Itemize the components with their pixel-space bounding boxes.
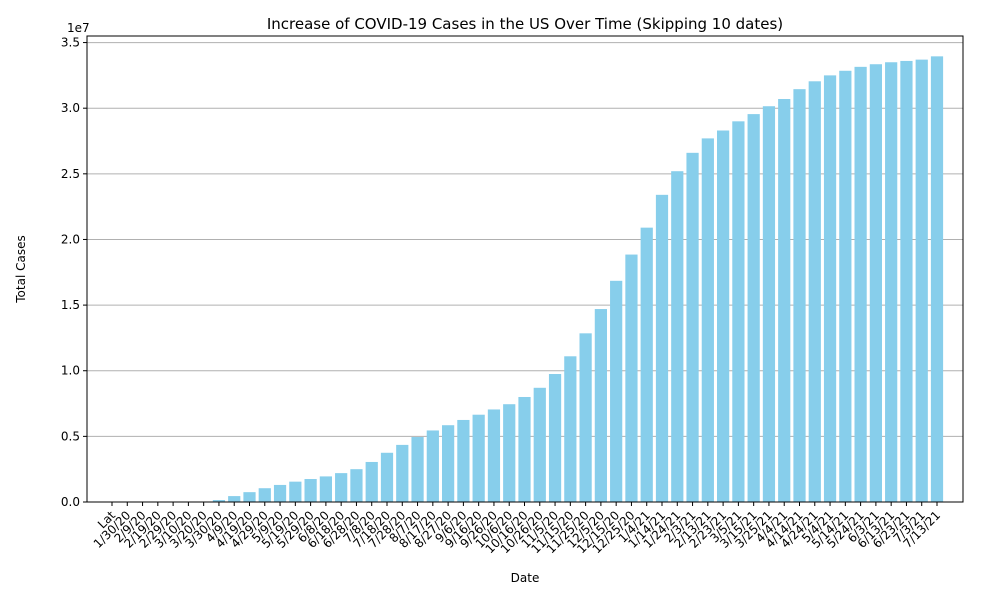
bar: [656, 195, 668, 502]
bar: [427, 430, 439, 502]
bar: [289, 482, 301, 502]
bar: [702, 138, 714, 502]
y-axis-ticks: 0.0 0.5 1.0 1.5 2.0 2.5 3.0 3.5: [61, 36, 87, 509]
bar: [686, 153, 698, 502]
bar: [900, 61, 912, 502]
y-tick-label: 3.0: [61, 101, 80, 115]
chart-title: Increase of COVID-19 Cases in the US Ove…: [267, 15, 783, 33]
y-tick-label: 1.0: [61, 364, 80, 378]
bar: [580, 333, 592, 502]
bar: [457, 420, 469, 502]
bar: [839, 71, 851, 502]
bar: [809, 81, 821, 502]
bar: [228, 496, 240, 502]
bar: [488, 409, 500, 502]
bar: [473, 415, 485, 502]
bar: [870, 64, 882, 502]
bar: [564, 356, 576, 502]
bar: [381, 453, 393, 502]
bar: [916, 60, 928, 502]
bar: [411, 437, 423, 502]
bar: [518, 397, 530, 502]
bar: [778, 99, 790, 502]
bar: [885, 62, 897, 502]
bar: [748, 114, 760, 502]
bar: [549, 374, 561, 502]
y-tick-label: 2.0: [61, 232, 80, 246]
y-tick-label: 3.5: [61, 36, 80, 50]
y-axis-scale-label: 1e7: [67, 21, 90, 35]
bar: [732, 121, 744, 502]
bar: [763, 106, 775, 502]
bar: [855, 67, 867, 502]
y-tick-label: 2.5: [61, 167, 80, 181]
bar: [717, 131, 729, 502]
bar: [305, 479, 317, 502]
y-axis-label: Total Cases: [14, 235, 28, 303]
bar: [243, 492, 255, 502]
x-axis-ticks: Lat1/30/202/9/202/19/202/29/203/10/203/2…: [91, 502, 943, 556]
bar: [366, 462, 378, 502]
bar: [793, 89, 805, 502]
bar: [534, 388, 546, 502]
bar: [610, 281, 622, 502]
x-axis-label: Date: [511, 571, 540, 585]
bars: [121, 56, 943, 502]
y-tick-label: 0.0: [61, 495, 80, 509]
bar: [671, 171, 683, 502]
bar: [595, 309, 607, 502]
bar: [274, 485, 286, 502]
y-tick-label: 1.5: [61, 298, 80, 312]
bar: [396, 445, 408, 502]
bar: [442, 425, 454, 502]
bar: [931, 56, 943, 502]
bar: [335, 473, 347, 502]
bar: [320, 476, 332, 502]
bar: [824, 75, 836, 502]
bar: [259, 488, 271, 502]
bar: [625, 255, 637, 502]
bar: [350, 469, 362, 502]
bar: [641, 228, 653, 502]
bar: [503, 404, 515, 502]
y-tick-label: 0.5: [61, 429, 80, 443]
